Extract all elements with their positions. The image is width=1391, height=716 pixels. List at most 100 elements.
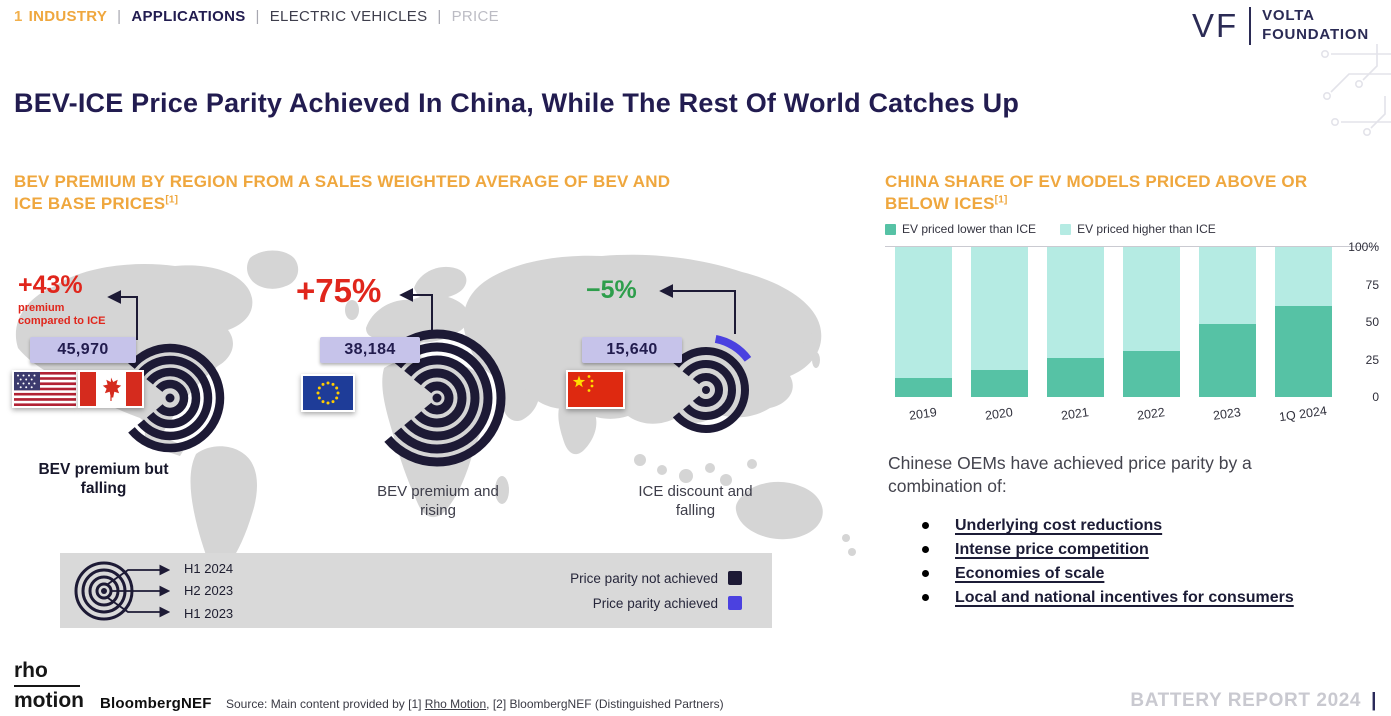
volta-foundation-logo: VF VOLTA FOUNDATION [1192,7,1369,45]
logo-monogram: VF [1191,7,1239,44]
legend-year: H1 2024 [184,560,234,576]
map-legend-items: Price parity not achieved Price parity a… [570,571,742,611]
x-tick-label: 1Q 2024 [1278,403,1328,425]
not-achieved-swatch [728,571,742,585]
report-title: BATTERY REPORT 2024 [1130,690,1362,711]
oem-paragraph: Chinese OEMs have achieved price parity … [888,453,1252,496]
us-flag [12,370,78,408]
logo-divider [1249,7,1252,45]
breadcrumb-item-applications[interactable]: APPLICATIONS [131,8,246,25]
breadcrumb-item-electric-vehicles[interactable]: ELECTRIC VEHICLES [269,8,428,25]
na-premium-pct: +43% [18,271,83,299]
bullet-link[interactable]: Intense price competition [955,541,1149,558]
bar-segment-lower [1046,358,1104,397]
bar-chart-bars: 2019 2020 2021 2022 2023 1Q 2024 [887,247,1339,424]
canada-flag [78,370,144,408]
source-link-rho-motion[interactable]: Rho Motion [424,697,487,711]
report-footer-label: BATTERY REPORT 2024 | [1130,690,1377,712]
rho-motion-logo: rho motion [14,660,84,711]
bar-chart-yaxis: 100% 75 50 25 0 [1339,240,1379,404]
logo-line1: VOLTA [1262,7,1315,25]
legend-label: Price parity not achieved [570,570,718,586]
chapter-number: 1 [14,8,23,25]
source-prefix: Source: Main content provided by [1] [226,697,425,711]
continents [15,250,856,573]
china-flag [566,370,625,409]
logo-wordmark: VOLTA FOUNDATION [1262,7,1369,45]
y-tick-label: 50 [1365,315,1379,329]
bar-column: 2023 [1191,247,1263,423]
legend-year: H2 2023 [184,583,234,598]
breadcrumb-chapter[interactable]: 1 INDUSTRY [14,8,107,25]
bar-segment-lower [1122,350,1180,397]
arcs-china [650,334,762,446]
bullet-link[interactable]: Local and national incentives for consum… [955,589,1294,606]
lower-than-ice-swatch [885,223,896,235]
breadcrumb-separator: | [117,8,122,25]
higher-than-ice-swatch [1060,223,1072,235]
china-caption: ICE discount and falling [638,483,753,519]
x-tick-label: 2021 [1060,405,1090,423]
bar-stack [1046,247,1104,397]
bar-segment-higher [894,247,952,378]
bullet-link[interactable]: Economies of scale [955,565,1105,582]
bar-segment-lower [1198,323,1256,397]
eu-flag [301,374,355,412]
arcs-north-america [115,343,225,453]
eu-price-box: 38,184 [320,337,420,363]
arcs-europe [368,329,506,467]
source-suffix: , [2] BloombergNEF (Distinguished Partne… [486,697,724,711]
rho-logo-line2: motion [14,689,84,712]
legend-item-not-achieved: Price parity not achieved [570,571,742,586]
arrow-north-america [107,290,138,340]
china-price-box: 15,640 [582,337,682,363]
chart-legend-item-higher: EV priced higher than ICE [1060,222,1216,236]
bar-column: 2020 [963,247,1035,423]
bar-column: 2019 [887,247,959,423]
bloombergnef-logo: BloombergNEF [100,695,212,712]
breadcrumb-item-industry[interactable]: INDUSTRY [28,8,108,25]
bar-segment-higher [1274,247,1332,306]
right-heading-text: CHINA SHARE OF EV MODELS PRICED ABOVE OR… [885,172,1308,214]
x-tick-label: 2022 [1136,405,1166,423]
list-item: Economies of scale [922,565,1294,583]
bar-stack [894,247,952,397]
right-section-heading: CHINA SHARE OF EV MODELS PRICED ABOVE OR… [885,171,1365,215]
world-map-panel: +43% premium compared to ICE 45,970 [0,228,872,632]
achieved-swatch [728,596,742,610]
parity-bullet-list: Underlying cost reductions Intense price… [922,517,1294,607]
y-tick-label: 100% [1348,240,1379,254]
arc-legend-icon [74,561,171,620]
legend-item-achieved: Price parity achieved [570,596,742,611]
footnote-ref: [1] [165,194,179,206]
eu-premium-pct: +75% [296,272,382,309]
bar-stack [1274,247,1332,397]
list-item: Underlying cost reductions [922,517,1294,535]
y-tick-label: 0 [1372,390,1379,404]
breadcrumb-item-price[interactable]: PRICE [451,8,499,25]
world-map [15,250,856,573]
breadcrumb: 1 INDUSTRY | APPLICATIONS | ELECTRIC VEH… [14,8,499,25]
annotation-arrows [107,284,736,340]
bar-chart-panel: EV priced lower than ICE EV priced highe… [885,222,1379,424]
breadcrumb-separator: | [437,8,442,25]
bar-column: 1Q 2024 [1267,247,1339,424]
bar-segment-higher [1122,247,1180,351]
bar-stack [1122,247,1180,397]
bar-stack [970,247,1028,397]
left-section-heading: BEV PREMIUM BY REGION FROM A SALES WEIGH… [14,171,684,215]
bar-column: 2022 [1115,247,1187,423]
y-tick-label: 75 [1365,277,1379,292]
na-price-box: 45,970 [30,337,136,363]
bar-stack [1198,247,1256,397]
x-tick-label: 2020 [984,405,1014,423]
rho-logo-line1: rho [14,659,48,682]
na-premium-note: premium compared to ICE [18,302,106,328]
logo-line2: FOUNDATION [1262,26,1369,43]
bullet-link[interactable]: Underlying cost reductions [955,517,1163,534]
bar-segment-higher [1046,247,1104,358]
bullet-icon [922,546,929,553]
bar-segment-higher [1198,247,1256,324]
bar-segment-lower [970,370,1028,397]
